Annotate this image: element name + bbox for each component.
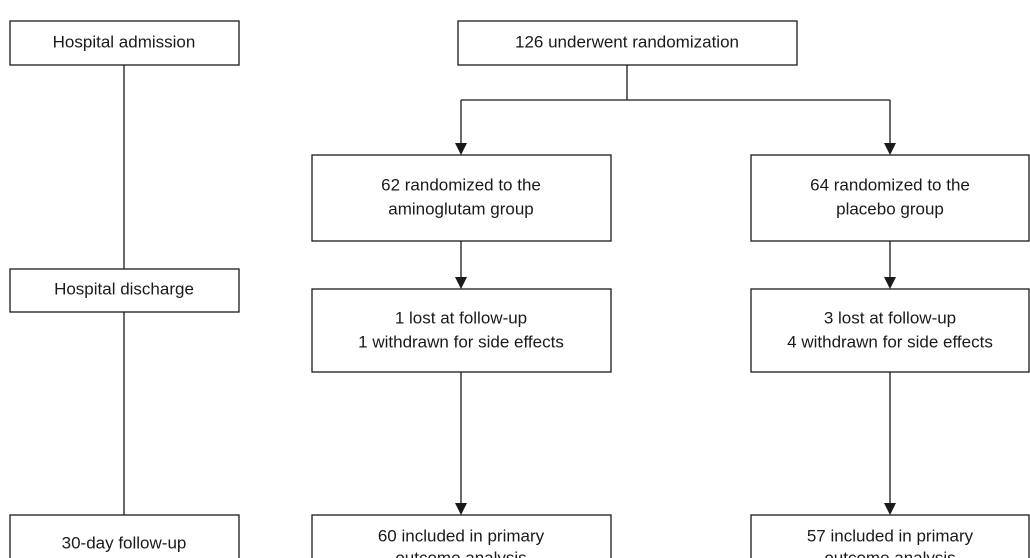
allocation-label: 62 randomized to the (381, 175, 541, 194)
allocation-box (750, 154, 1030, 242)
exclusion-box (311, 288, 612, 373)
allocation-box (311, 154, 612, 242)
randomization-label: 126 underwent randomization (515, 32, 739, 51)
allocation-label: placebo group (836, 199, 944, 218)
allocation-label: 64 randomized to the (810, 175, 970, 194)
analysis-label: 57 included in primary (807, 526, 974, 545)
timeline-box (9, 268, 240, 313)
exclusion-box (750, 288, 1030, 373)
analysis-label: outcome analysis (824, 548, 955, 558)
analysis-box (750, 514, 1030, 558)
timeline-label: 30-day follow-up (62, 533, 187, 552)
exclusion-label: 3 lost at follow-up (824, 308, 956, 327)
arrowhead (455, 143, 467, 155)
arrowhead (455, 503, 467, 515)
timeline-label: Hospital admission (53, 32, 196, 51)
allocation-label: aminoglutam group (388, 199, 534, 218)
randomization-box (457, 20, 798, 66)
analysis-label: 60 included in primary (378, 526, 545, 545)
arrowhead (884, 503, 896, 515)
arrowhead (455, 277, 467, 289)
exclusion-label: 1 withdrawn for side effects (358, 332, 564, 351)
timeline-box (9, 20, 240, 66)
arrowhead (884, 277, 896, 289)
analysis-box (311, 514, 612, 558)
analysis-label: outcome analysis (395, 548, 526, 558)
timeline-box (9, 514, 240, 558)
timeline-label: Hospital discharge (54, 279, 194, 298)
arrowhead (884, 143, 896, 155)
exclusion-label: 4 withdrawn for side effects (787, 332, 993, 351)
exclusion-label: 1 lost at follow-up (395, 308, 527, 327)
